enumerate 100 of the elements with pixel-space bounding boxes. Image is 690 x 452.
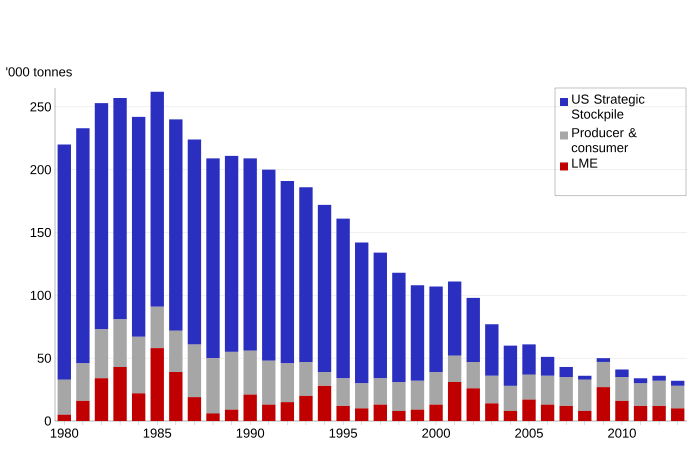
- bar: [262, 404, 276, 421]
- bar: [94, 378, 108, 421]
- bar: [355, 383, 368, 408]
- bar: [634, 378, 648, 384]
- y-tick-label: 150: [30, 228, 51, 238]
- bar: [466, 298, 480, 362]
- legend-label: LME: [572, 158, 598, 168]
- bar: [540, 376, 554, 405]
- bar: [280, 363, 294, 402]
- bar: [299, 396, 313, 421]
- bar: [132, 116, 146, 337]
- bar: [132, 336, 146, 394]
- bar: [559, 377, 573, 406]
- bar: [280, 402, 294, 421]
- bar: [652, 376, 666, 381]
- x-tick-label: 2010: [608, 428, 636, 438]
- bar: [392, 410, 406, 421]
- bar: [318, 372, 332, 386]
- y-tick-label: 100: [30, 290, 51, 300]
- bar: [206, 358, 220, 414]
- x-tick-label: 1995: [330, 428, 358, 438]
- bar: [243, 394, 257, 421]
- bar: [615, 369, 629, 378]
- bar: [652, 380, 666, 406]
- bar: [76, 128, 90, 364]
- bar: [504, 346, 518, 386]
- bar: [58, 144, 71, 380]
- bar: [540, 356, 554, 376]
- x-tick-label: 2005: [515, 428, 543, 438]
- bar: [559, 366, 573, 378]
- bar: [671, 408, 684, 421]
- bar: [448, 382, 462, 421]
- bar: [132, 393, 146, 421]
- bar: [113, 319, 127, 367]
- y-tick-label: 50: [38, 354, 51, 363]
- bar: [448, 356, 462, 382]
- bar: [410, 380, 424, 410]
- bar: [671, 386, 684, 408]
- bar: [355, 408, 368, 421]
- bar: [336, 406, 350, 421]
- bar: [392, 272, 406, 382]
- bar: [318, 386, 332, 421]
- x-tick-label: 1980: [50, 428, 78, 438]
- legend-label: Producer & consumer: [572, 128, 637, 152]
- bar: [113, 366, 127, 421]
- bar: [76, 363, 90, 401]
- bar: [504, 410, 518, 421]
- legend-label: US Strategic Stockpile: [572, 94, 645, 122]
- x-tick-label: 1985: [144, 428, 172, 438]
- y-tick-label: 0: [44, 416, 51, 426]
- bar: [615, 400, 629, 421]
- bar: [374, 252, 387, 378]
- bar: [94, 329, 108, 378]
- bar: [466, 388, 480, 421]
- bar: [206, 413, 220, 421]
- y-tick-label: 200: [30, 165, 51, 174]
- bar: [150, 306, 164, 348]
- bar: [522, 344, 536, 375]
- bar: [578, 410, 592, 421]
- bar: [224, 156, 238, 352]
- bar: [522, 374, 536, 400]
- bar: [355, 242, 368, 384]
- bar: [150, 348, 164, 421]
- bar: [429, 286, 443, 372]
- bar: [652, 406, 666, 421]
- bar: [596, 358, 610, 362]
- bar: [634, 406, 648, 421]
- bar: [243, 350, 257, 395]
- bar: [224, 410, 238, 421]
- bar: [169, 119, 183, 331]
- y-tick-label: 250: [30, 102, 51, 112]
- bar: [448, 282, 462, 356]
- bar: [224, 352, 238, 410]
- bar: [410, 410, 424, 421]
- bar: [559, 406, 573, 421]
- bar: [374, 378, 387, 405]
- bar: [485, 403, 499, 421]
- bar: [280, 180, 294, 364]
- bar: [596, 387, 610, 421]
- bar: [262, 170, 276, 361]
- bar: [429, 404, 443, 421]
- x-tick-label: 2000: [422, 428, 450, 438]
- bar: [188, 344, 202, 398]
- bar: [578, 380, 592, 411]
- bar: [671, 380, 684, 386]
- bar: [336, 378, 350, 406]
- bar: [410, 285, 424, 381]
- bar: [596, 362, 610, 388]
- bar: [169, 330, 183, 372]
- y-axis-title: '000 tonnes: [6, 67, 72, 76]
- bar: [466, 362, 480, 388]
- bar: [113, 98, 127, 320]
- bar: [522, 400, 536, 421]
- bar: [318, 204, 332, 372]
- bar: [374, 404, 387, 421]
- bar: [262, 360, 276, 405]
- bar: [615, 377, 629, 401]
- bar: [150, 92, 164, 307]
- bar: [485, 324, 499, 376]
- bar: [94, 103, 108, 330]
